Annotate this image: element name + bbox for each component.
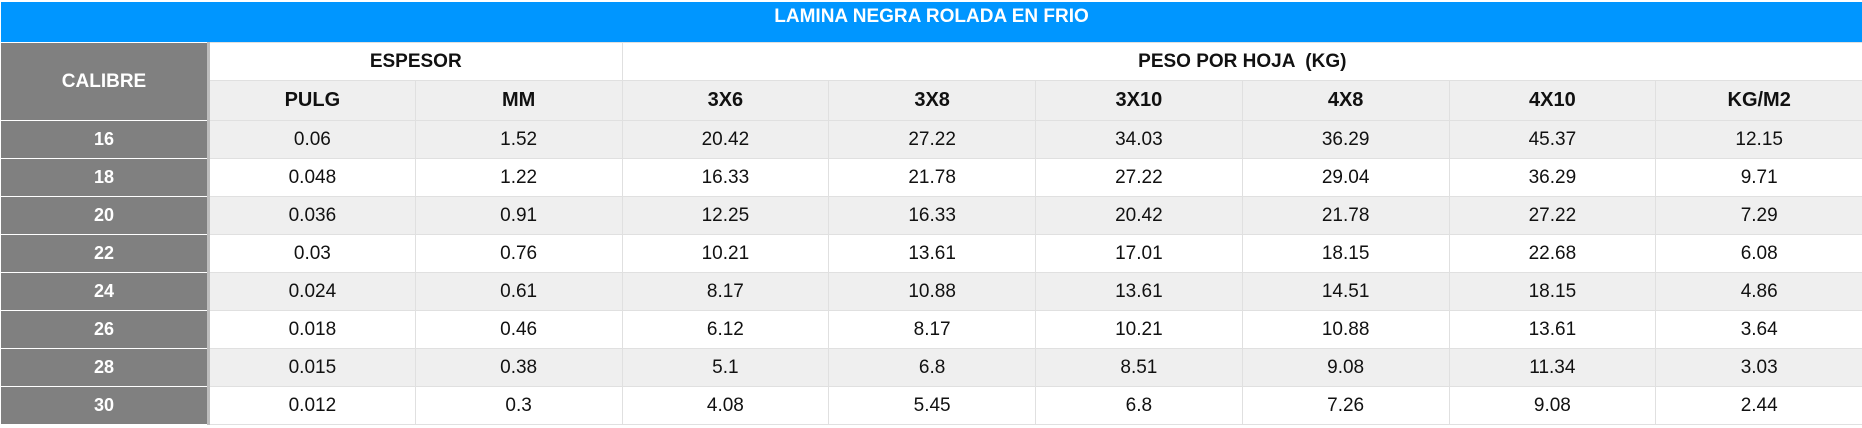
value-cell: 0.036: [208, 196, 416, 235]
value-cell: 6.08: [1655, 234, 1862, 273]
value-cell: 18.15: [1448, 272, 1657, 311]
data-row: 26 0.018 0.46 6.12 8.17 10.21 10.88 13.61 3.64: [0, 310, 1862, 349]
group-header-row: CALIBRE ESPESOR PESO POR HOJA (KG): [0, 42, 1862, 121]
value-cell: 6.12: [621, 310, 830, 349]
data-row: 16 0.06 1.52 20.42 27.22 34.03 36.29 45.37 12.15: [0, 120, 1862, 159]
value-cell: 7.26: [1241, 386, 1450, 425]
peso-header: PESO POR HOJA (KG): [621, 42, 1862, 81]
value-cell: 0.018: [208, 310, 416, 349]
table-title: LAMINA NEGRA ROLADA EN FRIO: [0, 2, 1862, 43]
value-cell: 7.29: [1655, 196, 1862, 235]
value-cell: 1.52: [414, 120, 623, 159]
data-row: 28 0.015 0.38 5.1 6.8 8.51 9.08 11.34 3.03: [0, 348, 1862, 387]
value-cell: 5.1: [621, 348, 830, 387]
calibre-cell: 18: [0, 158, 210, 197]
title-row: LAMINA NEGRA ROLADA EN FRIO: [0, 2, 1862, 43]
value-cell: 27.22: [828, 120, 1036, 159]
value-cell: 4.08: [621, 386, 830, 425]
value-cell: 10.21: [1035, 310, 1243, 349]
calibre-cell: 28: [0, 348, 210, 387]
value-cell: 22.68: [1448, 234, 1657, 273]
value-cell: 0.61: [414, 272, 623, 311]
calibre-cell: 24: [0, 272, 210, 311]
column-header: 3X6: [621, 80, 830, 121]
value-cell: 13.61: [1035, 272, 1243, 311]
calibre-cell: 16: [0, 120, 210, 159]
value-cell: 10.88: [1241, 310, 1450, 349]
value-cell: 9.08: [1241, 348, 1450, 387]
value-cell: 45.37: [1448, 120, 1657, 159]
column-header: 4X8: [1241, 80, 1450, 121]
value-cell: 0.3: [414, 386, 623, 425]
value-cell: 17.01: [1035, 234, 1243, 273]
value-cell: 36.29: [1448, 158, 1657, 197]
calibre-header: CALIBRE: [0, 42, 210, 121]
value-cell: 0.06: [208, 120, 416, 159]
calibre-cell: 22: [0, 234, 210, 273]
value-cell: 20.42: [1035, 196, 1243, 235]
value-cell: 0.048: [208, 158, 416, 197]
value-cell: 1.22: [414, 158, 623, 197]
value-cell: 0.38: [414, 348, 623, 387]
value-cell: 2.44: [1655, 386, 1862, 425]
value-cell: 20.42: [621, 120, 830, 159]
value-cell: 3.03: [1655, 348, 1862, 387]
value-cell: 13.61: [828, 234, 1036, 273]
value-cell: 6.8: [1035, 386, 1243, 425]
column-header: 3X8: [828, 80, 1036, 121]
value-cell: 36.29: [1241, 120, 1450, 159]
value-cell: 10.21: [621, 234, 830, 273]
value-cell: 0.91: [414, 196, 623, 235]
value-cell: 21.78: [1241, 196, 1450, 235]
value-cell: 8.17: [828, 310, 1036, 349]
value-cell: 12.25: [621, 196, 830, 235]
value-cell: 9.71: [1655, 158, 1862, 197]
value-cell: 21.78: [828, 158, 1036, 197]
value-cell: 13.61: [1448, 310, 1657, 349]
data-row: 24 0.024 0.61 8.17 10.88 13.61 14.51 18.15 4.86: [0, 272, 1862, 311]
value-cell: 16.33: [621, 158, 830, 197]
column-header: 3X10: [1035, 80, 1243, 121]
column-header: PULG: [208, 80, 416, 121]
column-header: 4X10: [1448, 80, 1657, 121]
value-cell: 8.51: [1035, 348, 1243, 387]
value-cell: 4.86: [1655, 272, 1862, 311]
value-cell: 10.88: [828, 272, 1036, 311]
column-header: KG/M2: [1655, 80, 1862, 121]
value-cell: 34.03: [1035, 120, 1243, 159]
calibre-cell: 26: [0, 310, 210, 349]
value-cell: 18.15: [1241, 234, 1450, 273]
data-row: 18 0.048 1.22 16.33 21.78 27.22 29.04 36.29 9.71: [0, 158, 1862, 197]
value-cell: 3.64: [1655, 310, 1862, 349]
data-row: 20 0.036 0.91 12.25 16.33 20.42 21.78 27.22 7.29: [0, 196, 1862, 235]
value-cell: 0.024: [208, 272, 416, 311]
value-cell: 9.08: [1448, 386, 1657, 425]
value-cell: 0.76: [414, 234, 623, 273]
column-header: MM: [414, 80, 623, 121]
value-cell: 27.22: [1448, 196, 1657, 235]
value-cell: 0.015: [208, 348, 416, 387]
column-header-row: PULG MM 3X6 3X8 3X10 4X8 4X10 KG/M2: [1, 80, 1862, 121]
calibre-cell: 30: [0, 386, 210, 425]
value-cell: 29.04: [1241, 158, 1450, 197]
value-cell: 16.33: [828, 196, 1036, 235]
value-cell: 0.03: [208, 234, 416, 273]
value-cell: 0.46: [414, 310, 623, 349]
value-cell: 12.15: [1655, 120, 1862, 159]
value-cell: 8.17: [621, 272, 830, 311]
value-cell: 14.51: [1241, 272, 1450, 311]
value-cell: 11.34: [1448, 348, 1657, 387]
value-cell: 5.45: [828, 386, 1036, 425]
data-row: 30 0.012 0.3 4.08 5.45 6.8 7.26 9.08 2.44: [0, 386, 1862, 425]
value-cell: 27.22: [1035, 158, 1243, 197]
espesor-header: ESPESOR: [208, 42, 623, 81]
calibre-cell: 20: [0, 196, 210, 235]
data-row: 22 0.03 0.76 10.21 13.61 17.01 18.15 22.68 6.08: [0, 234, 1862, 273]
value-cell: 6.8: [828, 348, 1036, 387]
value-cell: 0.012: [208, 386, 416, 425]
